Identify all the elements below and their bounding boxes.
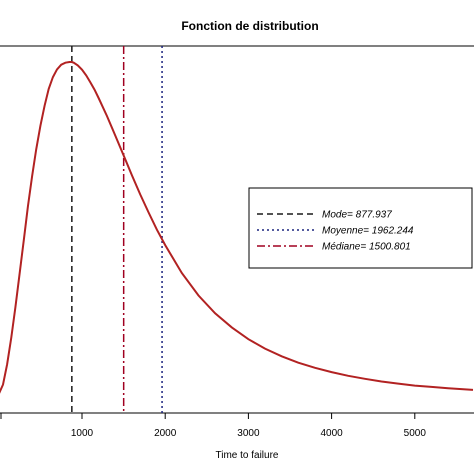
legend: Mode= 877.937 Moyenne= 1962.244 Médiane= 1… [248,187,473,269]
x-axis: 1000 2000 3000 4000 5000 [0,413,427,439]
legend-box [248,187,473,269]
density-curve [0,61,474,394]
x-tick-label-2: 3000 [237,428,260,439]
x-tick-label-3: 4000 [320,428,343,439]
chart-title: Fonction de distribution [181,19,318,33]
x-tick-label-4: 5000 [404,428,427,439]
legend-label-2: Médiane= 1500.801 [322,242,411,253]
reference-lines [71,46,163,413]
legend-label-1: Moyenne= 1962.244 [322,226,414,237]
legend-label-0: Mode= 877.937 [322,210,392,221]
x-axis-label: Time to failure [216,450,279,461]
x-tick-label-0: 1000 [71,428,94,439]
x-tick-label-1: 2000 [154,428,177,439]
